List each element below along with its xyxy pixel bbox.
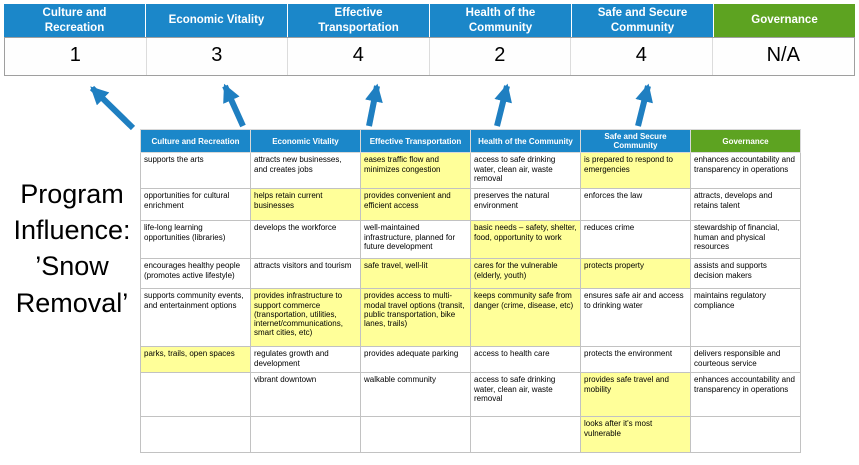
- summary-header-governance: Governance: [714, 4, 855, 37]
- summary-score-culture-and-recreation: 1: [5, 38, 147, 75]
- matrix-cell: attracts, develops and retains talent: [690, 188, 801, 222]
- matrix-cell: provides access to multi-modal travel op…: [360, 288, 471, 348]
- matrix-cell: develops the workforce: [250, 220, 361, 260]
- matrix-header-culture-and-recreation: Culture and Recreation: [140, 128, 251, 154]
- summary-score-safe-and-secure-community: 4: [571, 38, 713, 75]
- up-arrow-icon: [365, 83, 383, 127]
- matrix-row: supports community events, and entertain…: [140, 288, 801, 348]
- program-title: Program Influence: ’Snow Removal’: [13, 179, 131, 318]
- summary-score-governance: N/A: [766, 44, 800, 66]
- matrix-cell: access to safe drinking water, clean air…: [470, 152, 581, 190]
- matrix-cell: looks after it's most vulnerable: [580, 416, 691, 454]
- matrix-header-row: Culture and Recreation Economic Vitality E…: [140, 128, 801, 154]
- matrix-cell-empty: [470, 416, 581, 454]
- summary-header-culture-and-recreation: Culture and Recreation: [4, 4, 145, 37]
- matrix-cell: cares for the vulnerable (elderly, youth…: [470, 258, 581, 290]
- matrix-cell: enhances accountability and transparency…: [690, 152, 801, 190]
- summary-score-row: 1 3 4 2 4 N/A: [4, 37, 855, 76]
- matrix-cell: enhances accountability and transparency…: [690, 372, 801, 418]
- matrix-cell-empty: [690, 416, 801, 454]
- matrix-cell: delivers responsible and courteous servi…: [690, 346, 801, 374]
- matrix-cell: supports the arts: [140, 152, 251, 190]
- matrix-cell: parks, trails, open spaces: [140, 346, 251, 374]
- matrix-header-governance: Governance: [690, 128, 801, 154]
- summary-header-economic-vitality: Economic Vitality: [146, 4, 287, 37]
- matrix-cell: reduces crime: [580, 220, 691, 260]
- matrix-row: looks after it's most vulnerable: [140, 416, 801, 454]
- matrix-cell: attracts new businesses, and creates job…: [250, 152, 361, 190]
- score-arrows: [89, 83, 653, 131]
- matrix-cell: supports community events, and entertain…: [140, 288, 251, 348]
- matrix-cell: protects property: [580, 258, 691, 290]
- up-arrow-icon: [635, 83, 653, 127]
- matrix-cell: basic needs – safety, shelter, food, opp…: [470, 220, 581, 260]
- matrix-row: encourages healthy people (promotes acti…: [140, 258, 801, 290]
- up-arrow-icon: [89, 85, 136, 131]
- matrix-cell-empty: [140, 416, 251, 454]
- matrix-cell: well-maintained infrastructure, planned …: [360, 220, 471, 260]
- matrix-header-effective-transportation: Effective Transportation: [360, 128, 471, 154]
- matrix-cell: ensures safe air and access to drinking …: [580, 288, 691, 348]
- matrix-cell: assists and supports decision makers: [690, 258, 801, 290]
- summary-scoreboard: Culture and Recreation Economic Vitality E…: [4, 4, 855, 76]
- matrix-cell: encourages healthy people (promotes acti…: [140, 258, 251, 290]
- matrix-cell: provides convenient and efficient access: [360, 188, 471, 222]
- matrix-cell-empty: [360, 416, 471, 454]
- matrix-cell: regulates growth and development: [250, 346, 361, 374]
- matrix-cell: attracts visitors and tourism: [250, 258, 361, 290]
- summary-score-effective-transportation: 4: [288, 38, 430, 75]
- summary-score-health-of-the-community: 2: [430, 38, 571, 75]
- matrix-cell: keeps community safe from danger (crime,…: [470, 288, 581, 348]
- matrix-cell: vibrant downtown: [250, 372, 361, 418]
- summary-header-health-of-the-community: Health of the Community: [430, 4, 571, 37]
- matrix-body: supports the arts attracts new businesses…: [140, 152, 801, 454]
- matrix-cell-empty: [250, 416, 361, 454]
- matrix-cell: provides adequate parking: [360, 346, 471, 374]
- matrix-cell: walkable community: [360, 372, 471, 418]
- matrix-cell: maintains regulatory compliance: [690, 288, 801, 348]
- matrix-row: vibrant downtown walkable community access…: [140, 372, 801, 418]
- matrix-cell: is prepared to respond to emergencies: [580, 152, 691, 190]
- matrix-cell: life-long learning opportunities (librar…: [140, 220, 251, 260]
- up-arrow-icon: [494, 83, 512, 127]
- matrix-row: supports the arts attracts new businesses…: [140, 152, 801, 190]
- matrix-cell: safe travel, well-lit: [360, 258, 471, 290]
- matrix-row: opportunities for cultural enrichment hel…: [140, 188, 801, 222]
- summary-header-safe-and-secure-community: Safe and Secure Community: [572, 4, 713, 37]
- matrix-cell: provides infrastructure to support comme…: [250, 288, 361, 348]
- matrix-cell: provides safe travel and mobility: [580, 372, 691, 418]
- matrix-cell: access to safe drinking water, clean air…: [470, 372, 581, 418]
- matrix-row: parks, trails, open spaces regulates grow…: [140, 346, 801, 374]
- matrix-row: life-long learning opportunities (librar…: [140, 220, 801, 260]
- matrix-cell: opportunities for cultural enrichment: [140, 188, 251, 222]
- matrix-cell: protects the environment: [580, 346, 691, 374]
- matrix-header-health-of-the-community: Health of the Community: [470, 128, 581, 154]
- summary-score-economic-vitality: 3: [147, 38, 288, 75]
- summary-header-row: Culture and Recreation Economic Vitality E…: [4, 4, 855, 37]
- up-arrow-icon: [222, 83, 246, 128]
- matrix-cell: eases traffic flow and minimizes congest…: [360, 152, 471, 190]
- summary-header-effective-transportation: Effective Transportation: [288, 4, 429, 37]
- matrix-cell: access to health care: [470, 346, 581, 374]
- matrix-cell: preserves the natural environment: [470, 188, 581, 222]
- matrix-cell-empty: [140, 372, 251, 418]
- matrix-cell: enforces the law: [580, 188, 691, 222]
- matrix-header-economic-vitality: Economic Vitality: [250, 128, 361, 154]
- matrix-header-safe-and-secure-community: Safe and Secure Community: [580, 128, 691, 154]
- influence-matrix: Culture and Recreation Economic Vitality E…: [140, 128, 801, 454]
- matrix-cell: stewardship of financial, human and phys…: [690, 220, 801, 260]
- matrix-cell: helps retain current businesses: [250, 188, 361, 222]
